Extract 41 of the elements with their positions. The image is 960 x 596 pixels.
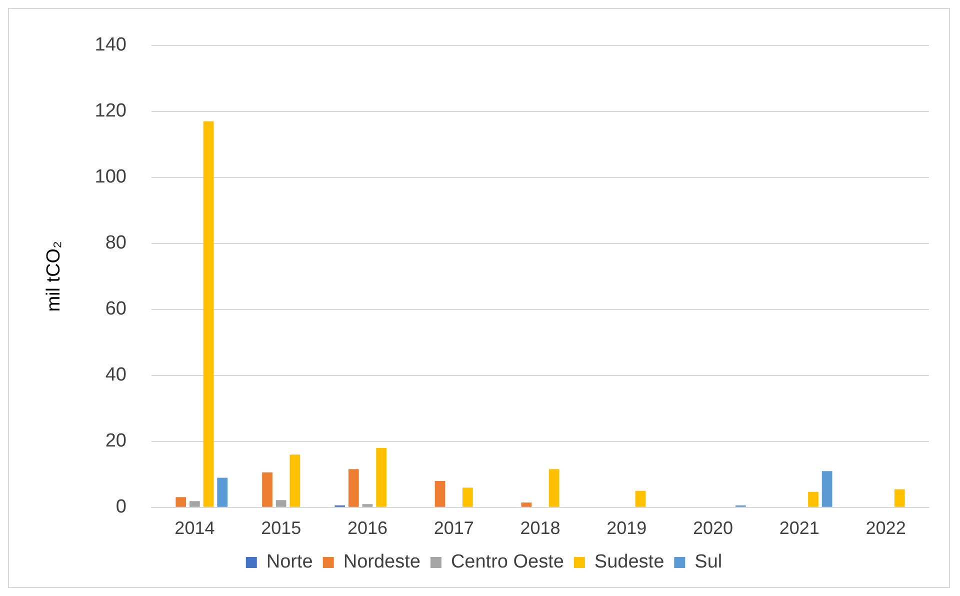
y-tick-label: 40 [105, 364, 126, 386]
bar [521, 502, 532, 507]
y-tick-label: 20 [105, 430, 126, 452]
x-tick-label: 2018 [520, 518, 560, 538]
bar [176, 497, 186, 507]
x-tick-label: 2015 [261, 518, 302, 538]
y-tick-label: 60 [105, 298, 126, 320]
x-tick-label: 2019 [606, 518, 647, 538]
y-tick-label: 120 [94, 100, 126, 122]
bar [434, 481, 446, 507]
bar [548, 469, 560, 507]
y-tick-label: 0 [116, 496, 126, 518]
y-tick-label: 100 [94, 166, 126, 188]
x-tick-label: 2021 [779, 518, 820, 538]
legend-label: Nordeste [343, 552, 420, 573]
bar [203, 121, 214, 507]
bar [635, 490, 646, 507]
legend-label: Norte [266, 552, 313, 573]
bar [362, 504, 373, 507]
x-tick-label: 2014 [174, 518, 215, 538]
x-tick-label: 2017 [434, 518, 474, 538]
bar [894, 489, 905, 507]
bar [808, 492, 818, 507]
legend-label: Sudeste [594, 552, 664, 573]
bar [276, 500, 286, 507]
y-tick-label: 80 [105, 232, 126, 254]
bar [376, 448, 386, 507]
bar [262, 472, 272, 507]
y-tick-label: 140 [94, 34, 126, 56]
bar [462, 488, 473, 507]
x-tick-label: 2020 [693, 518, 734, 538]
bar [190, 501, 200, 507]
x-tick-label: 2022 [866, 518, 906, 538]
bar [217, 478, 228, 507]
bar [822, 471, 832, 507]
x-tick-label: 2016 [347, 518, 388, 538]
legend-label: Sul [694, 552, 722, 573]
bar [348, 469, 359, 507]
legend-label: Centro Oeste [450, 552, 564, 573]
y-axis-title: mil tCO₂ [44, 241, 65, 312]
bar [290, 454, 300, 507]
